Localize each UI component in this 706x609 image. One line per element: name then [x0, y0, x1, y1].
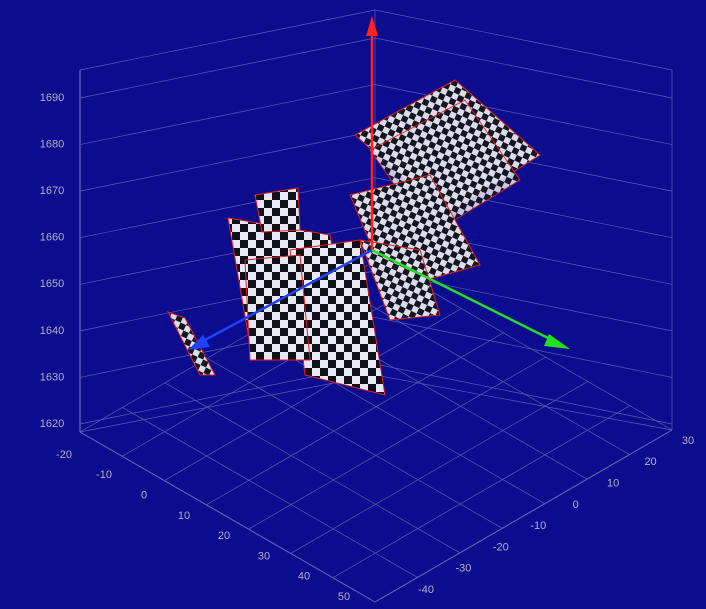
tick-label: -10 — [530, 520, 546, 532]
tick-label: 1680 — [40, 138, 64, 150]
tick-label: -20 — [493, 541, 509, 553]
tick-label: -30 — [455, 563, 471, 575]
tick-label: 30 — [682, 435, 694, 447]
tick-label: -10 — [96, 469, 112, 481]
plot-3d: 1690 1680 1670 1660 1650 1640 1630 1620 -20 -10 0 1… — [0, 0, 706, 609]
tick-label: 1660 — [40, 232, 64, 244]
tick-label: -20 — [56, 449, 72, 461]
tick-label: 30 — [258, 550, 270, 562]
tick-label: 1690 — [40, 92, 64, 104]
tick-label: 10 — [178, 510, 190, 522]
tick-label: 20 — [218, 530, 230, 542]
tick-label: 1650 — [40, 278, 64, 290]
tick-label: 1620 — [40, 418, 64, 430]
tick-label: 50 — [338, 591, 350, 603]
tick-label: 10 — [607, 477, 619, 489]
tick-label: -40 — [418, 584, 434, 596]
tick-label: 20 — [644, 456, 656, 468]
tick-label: 40 — [298, 571, 310, 583]
tick-label: 1630 — [40, 371, 64, 383]
tick-label: 1640 — [40, 325, 64, 337]
tick-label: 1670 — [40, 185, 64, 197]
tick-label: 0 — [141, 489, 147, 501]
tick-label: 0 — [573, 499, 579, 511]
